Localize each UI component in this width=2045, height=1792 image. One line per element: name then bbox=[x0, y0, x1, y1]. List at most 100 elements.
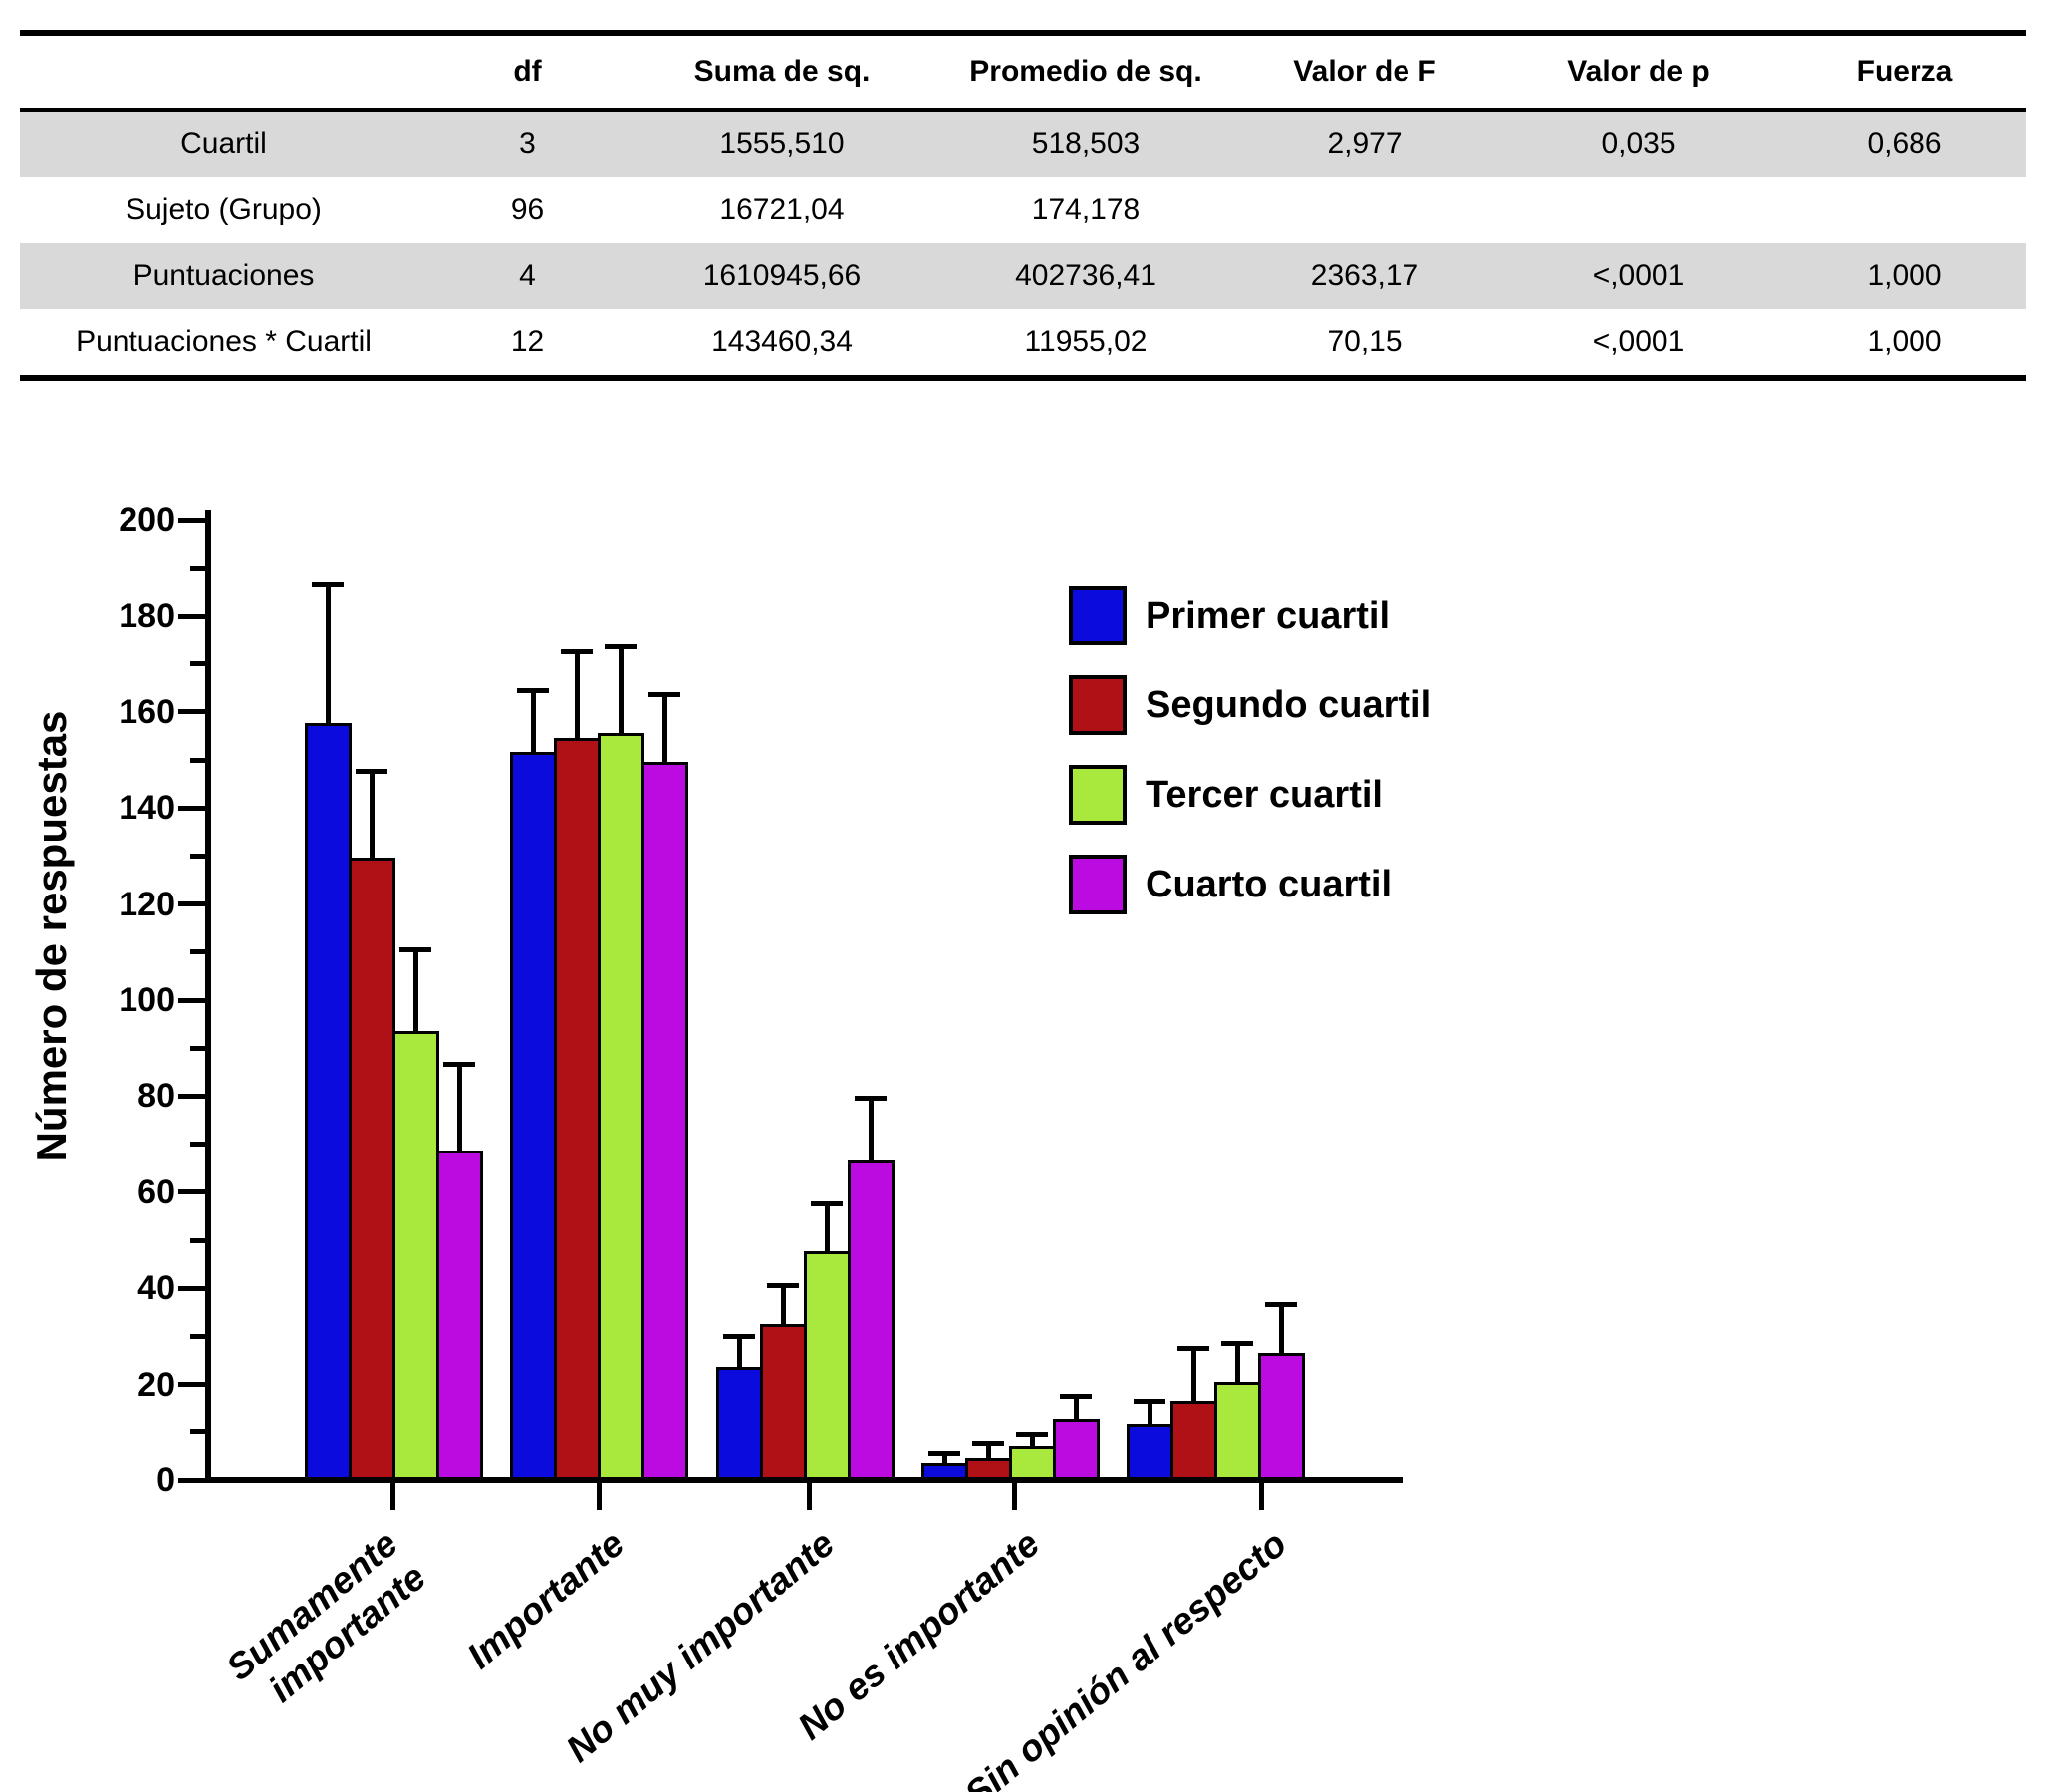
y-axis-minor-tick bbox=[190, 949, 205, 955]
y-tick-label: 0 bbox=[156, 1461, 175, 1499]
legend-label-4: Cuarto cuartil bbox=[1146, 864, 1393, 905]
bar-s1-g4 bbox=[920, 1462, 968, 1480]
error-bar-cap-s4-g5 bbox=[1265, 1302, 1297, 1308]
bar-s4-g1 bbox=[435, 1151, 483, 1480]
error-bar-cap-s2-g2 bbox=[561, 648, 593, 654]
legend-swatch-2 bbox=[1069, 675, 1127, 735]
error-bar-stem-s3-g3 bbox=[824, 1203, 830, 1252]
table-cell: 11955,02 bbox=[936, 309, 1235, 381]
error-bar-cap-s3-g4 bbox=[1016, 1431, 1048, 1437]
y-tick-label: 160 bbox=[119, 692, 175, 731]
table-row: Puntuaciones 4 1610945,66 402736,41 2363… bbox=[20, 243, 2026, 309]
table-cell: 4 bbox=[427, 243, 628, 309]
bar-s4-g2 bbox=[640, 761, 688, 1480]
bar-s4-g3 bbox=[847, 1159, 895, 1480]
bar-s3-g2 bbox=[597, 732, 644, 1480]
y-axis-major-tick bbox=[178, 1189, 205, 1195]
error-bar-stem-s4-g5 bbox=[1278, 1304, 1284, 1353]
y-axis-minor-tick bbox=[190, 1333, 205, 1339]
error-bar-stem-s1-g2 bbox=[530, 689, 536, 753]
x-axis-tick bbox=[596, 1483, 602, 1510]
row-label: Puntuaciones bbox=[20, 243, 427, 309]
column-header-valor-p: Valor de p bbox=[1494, 30, 1783, 112]
error-bar-cap-s1-g1 bbox=[312, 582, 344, 588]
error-bar-stem-s2-g3 bbox=[780, 1285, 786, 1324]
error-bar-cap-s3-g2 bbox=[605, 644, 637, 650]
y-axis-major-tick bbox=[178, 901, 205, 907]
y-axis-major-tick bbox=[178, 1285, 205, 1291]
bar-s4-g4 bbox=[1052, 1419, 1100, 1480]
y-tick-label: 100 bbox=[119, 981, 175, 1019]
error-bar-cap-s4-g3 bbox=[855, 1096, 887, 1102]
y-axis-minor-tick bbox=[190, 1142, 205, 1148]
bar-s1-g5 bbox=[1126, 1423, 1173, 1480]
y-tick-label: 200 bbox=[119, 501, 175, 539]
bar-s1-g3 bbox=[715, 1367, 763, 1480]
error-bar-cap-s1-g5 bbox=[1134, 1398, 1165, 1404]
y-tick-label: 80 bbox=[137, 1077, 175, 1116]
table-cell: 70,15 bbox=[1235, 309, 1494, 381]
anova-table: df Suma de sq. Promedio de sq. Valor de … bbox=[20, 30, 2026, 381]
error-bar-cap-s2-g4 bbox=[972, 1441, 1004, 1447]
error-bar-cap-s4-g1 bbox=[443, 1062, 475, 1068]
y-axis-major-tick bbox=[178, 517, 205, 523]
legend-swatch-4 bbox=[1069, 855, 1127, 914]
y-axis-major-tick bbox=[178, 1093, 205, 1099]
column-header-fuerza: Fuerza bbox=[1783, 30, 2026, 112]
error-bar-cap-s1-g2 bbox=[517, 687, 549, 693]
table-cell: <,0001 bbox=[1494, 243, 1783, 309]
table-row: Puntuaciones * Cuartil 12 143460,34 1195… bbox=[20, 309, 2026, 381]
y-axis-major-tick bbox=[178, 805, 205, 811]
table-cell: 3 bbox=[427, 110, 628, 177]
bar-s2-g2 bbox=[553, 737, 601, 1480]
error-bar-cap-s3-g1 bbox=[399, 946, 431, 952]
legend-label-1: Primer cuartil bbox=[1146, 595, 1390, 637]
y-tick-label: 40 bbox=[137, 1269, 175, 1308]
error-bar-cap-s1-g3 bbox=[723, 1333, 755, 1339]
y-axis-major-tick bbox=[178, 613, 205, 619]
error-bar-stem-s2-g5 bbox=[1190, 1347, 1196, 1401]
error-bar-stem-s3-g2 bbox=[618, 646, 624, 733]
error-bar-stem-s4-g4 bbox=[1073, 1396, 1079, 1420]
error-bar-stem-s1-g1 bbox=[325, 584, 331, 724]
table-cell: 0,686 bbox=[1783, 110, 2026, 177]
x-axis-tick bbox=[806, 1483, 812, 1510]
row-label: Puntuaciones * Cuartil bbox=[20, 309, 427, 381]
error-bar-stem-s1-g4 bbox=[941, 1452, 947, 1463]
table-cell: 1555,510 bbox=[628, 110, 936, 177]
error-bar-stem-s2-g2 bbox=[574, 650, 580, 738]
legend-label-3: Tercer cuartil bbox=[1146, 774, 1383, 816]
table-cell: 1610945,66 bbox=[628, 243, 936, 309]
legend-swatch-3 bbox=[1069, 765, 1127, 825]
bar-s3-g5 bbox=[1213, 1381, 1261, 1480]
bar-s2-g1 bbox=[348, 858, 395, 1480]
column-header-rowlabel bbox=[20, 30, 427, 112]
error-bar-stem-s3-g5 bbox=[1234, 1343, 1240, 1382]
y-axis-minor-tick bbox=[190, 757, 205, 763]
error-bar-stem-s4-g3 bbox=[868, 1098, 874, 1160]
table-cell: 0,035 bbox=[1494, 110, 1783, 177]
table-cell: 16721,04 bbox=[719, 193, 845, 226]
table-cell: 96 bbox=[510, 193, 545, 226]
bar-s2-g4 bbox=[964, 1457, 1012, 1480]
table-row: Sujeto (Grupo) 96 16721,04 174,178 bbox=[20, 177, 2026, 243]
x-axis-tick bbox=[389, 1483, 395, 1510]
error-bar-cap-s2-g1 bbox=[356, 769, 387, 775]
legend-label-2: Segundo cuartil bbox=[1146, 684, 1432, 726]
y-tick-label: 20 bbox=[137, 1365, 175, 1404]
x-axis-line bbox=[205, 1477, 1403, 1483]
bar-s1-g1 bbox=[304, 723, 352, 1480]
error-bar-cap-s1-g4 bbox=[928, 1450, 960, 1456]
error-bar-stem-s1-g3 bbox=[736, 1335, 742, 1368]
error-bar-stem-s3-g4 bbox=[1029, 1433, 1035, 1446]
bar-s3-g3 bbox=[803, 1251, 851, 1480]
column-header-suma: Suma de sq. bbox=[628, 30, 936, 112]
x-category-label-line: Importante bbox=[459, 1522, 632, 1677]
x-category-label: Sumamente importante bbox=[218, 1522, 434, 1723]
column-header-promedio: Promedio de sq. bbox=[936, 30, 1235, 112]
error-bar-cap-s3-g5 bbox=[1221, 1341, 1253, 1347]
x-category-label: Importante bbox=[459, 1522, 634, 1678]
table-cell: 1,000 bbox=[1783, 243, 2026, 309]
y-axis-line bbox=[205, 510, 211, 1483]
